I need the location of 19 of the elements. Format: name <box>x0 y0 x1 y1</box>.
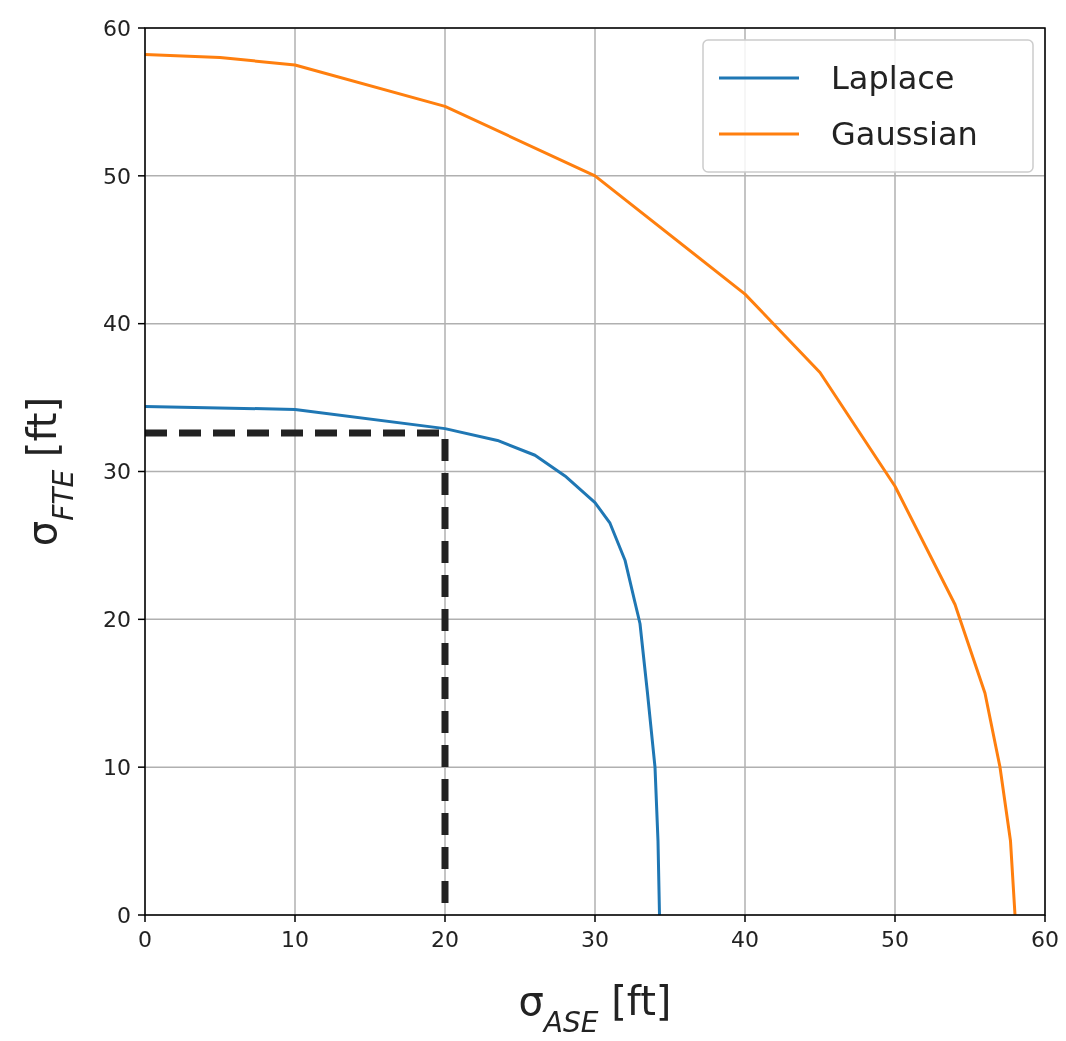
y-tick-label: 50 <box>103 163 131 189</box>
x-tick-label: 50 <box>881 927 909 952</box>
x-tick-label: 40 <box>731 927 759 952</box>
legend-label: Gaussian <box>831 115 978 154</box>
x-tick-label: 0 <box>138 927 152 952</box>
legend-label: Laplace <box>831 59 955 98</box>
x-tick-label: 60 <box>1031 927 1059 952</box>
y-tick-label: 40 <box>103 311 131 337</box>
y-tick-label: 30 <box>103 459 131 485</box>
y-tick-label: 10 <box>103 754 131 780</box>
x-tick-label: 20 <box>431 927 459 952</box>
x-axis-title: σ$_{ASE}$ [ft] <box>518 978 672 1039</box>
line-series <box>143 404 661 917</box>
x-tick-label: 10 <box>281 927 309 952</box>
y-tick-label: 20 <box>103 607 131 633</box>
x-tick-label: 30 <box>581 927 609 952</box>
y-tick-label: 60 <box>103 15 131 41</box>
line-series <box>143 53 1017 917</box>
y-tick-label: 0 <box>117 902 131 928</box>
